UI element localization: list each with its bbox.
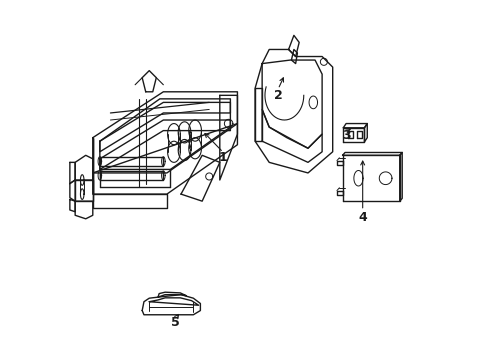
Text: 2: 2 <box>273 89 282 102</box>
Text: 3: 3 <box>342 129 350 143</box>
Text: 5: 5 <box>171 316 180 329</box>
Text: 1: 1 <box>219 150 227 163</box>
Text: 4: 4 <box>358 211 366 224</box>
